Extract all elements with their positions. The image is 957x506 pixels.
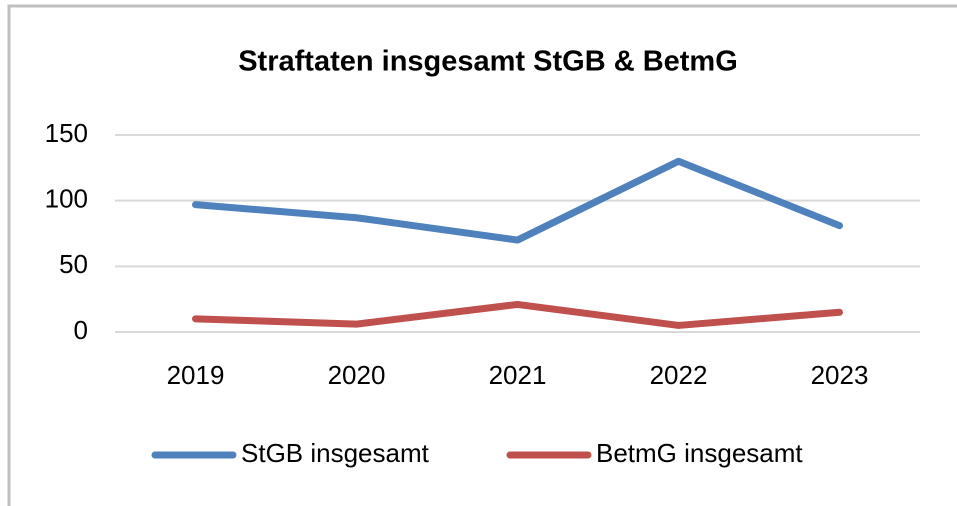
y-tick-label: 100: [45, 184, 88, 214]
chart-title: Straftaten insgesamt StGB & BetmG: [238, 46, 738, 78]
legend-label: StGB insgesamt: [241, 438, 430, 468]
legend-label: BetmG insgesamt: [596, 438, 803, 468]
data-line: [192, 300, 843, 329]
x-tick-label: 2023: [811, 360, 869, 390]
x-tick-label: 2021: [489, 360, 547, 390]
y-tick-label: 50: [59, 249, 88, 279]
data-line: [192, 157, 843, 244]
x-tick-label: 2019: [167, 360, 225, 390]
x-tick-label: 2022: [650, 360, 708, 390]
y-tick-label: 150: [45, 118, 88, 148]
chart-border: [7, 4, 957, 506]
x-tick-label: 2020: [328, 360, 386, 390]
y-tick-label: 0: [74, 315, 88, 345]
